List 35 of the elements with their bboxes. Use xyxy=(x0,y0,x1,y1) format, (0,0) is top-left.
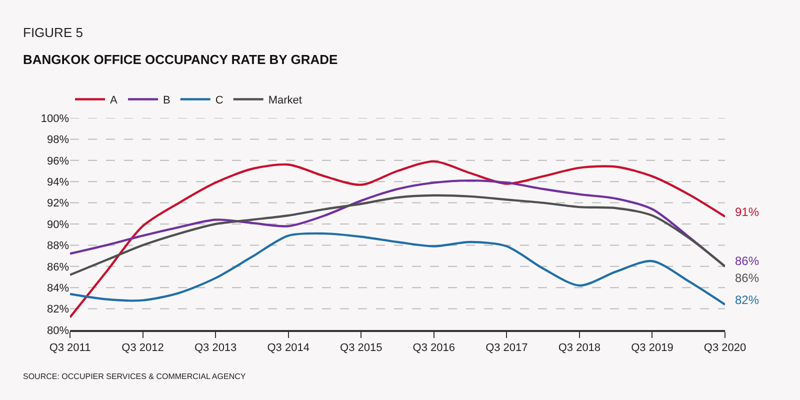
chart-title: BANGKOK OFFICE OCCUPANCY RATE BY GRADE xyxy=(23,52,338,67)
annotation: 82% xyxy=(735,293,760,307)
x-tick-label: Q3 2012 xyxy=(122,342,164,354)
annotation: 91% xyxy=(735,205,760,219)
x-tick-label: Q3 2017 xyxy=(486,342,528,354)
y-tick-label: 82% xyxy=(46,304,70,316)
y-tick-label: 92% xyxy=(46,198,70,210)
y-tick-label: 88% xyxy=(46,240,70,252)
legend-label: Market xyxy=(268,94,302,107)
x-tick-label: Q3 2019 xyxy=(631,342,674,354)
annotation: 86% xyxy=(735,271,760,285)
line-series xyxy=(70,160,725,318)
x-tick-label: Q3 2011 xyxy=(49,342,91,354)
y-tick-label: 98% xyxy=(46,134,70,146)
x-tick-label: Q3 2016 xyxy=(412,342,455,354)
x-tick-label: Q3 2018 xyxy=(558,342,601,354)
legend-label: A xyxy=(110,94,118,107)
y-tick-label: 96% xyxy=(46,155,70,168)
x-tick-label: Q3 2013 xyxy=(194,342,237,354)
y-tick-label: 94% xyxy=(46,176,70,188)
annotation: 86% xyxy=(735,254,760,268)
legend-label: B xyxy=(163,94,170,107)
source-note: SOURCE: OCCUPIER SERVICES & COMMERCIAL AGENCY xyxy=(23,372,246,381)
line-series xyxy=(70,232,725,306)
line-series xyxy=(70,194,725,276)
y-tick-label: 100% xyxy=(40,112,70,125)
x-tick-label: Q3 2020 xyxy=(704,342,746,354)
y-tick-label: 86% xyxy=(46,261,70,274)
y-tick-label: 80% xyxy=(46,324,70,337)
x-tick-label: Q3 2014 xyxy=(267,342,310,354)
x-tick-label: Q3 2015 xyxy=(340,342,382,354)
legend-label: C xyxy=(215,94,224,107)
y-tick-label: 90% xyxy=(46,218,70,231)
chart-subtitle: FIGURE 5 xyxy=(23,25,83,40)
y-tick-label: 84% xyxy=(46,282,70,294)
